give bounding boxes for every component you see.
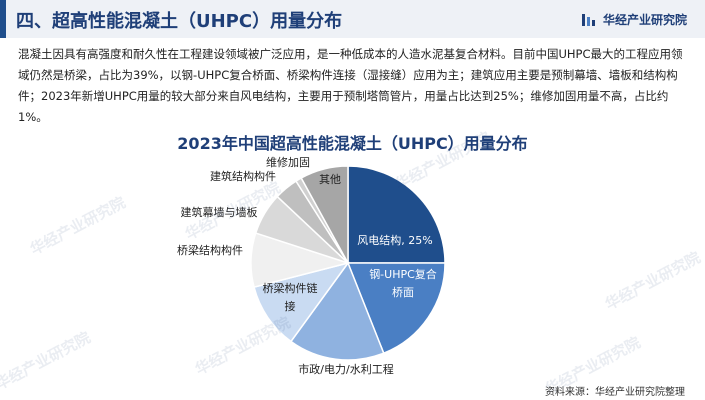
pie-slice <box>253 261 350 343</box>
intro-paragraph: 混凝土因具有高强度和耐久性在工程建设领域被广泛应用，是一种低成本的人造水泥基复合… <box>18 47 683 124</box>
header-accent <box>0 0 6 38</box>
slice-label: 钢-UHPC复合桥面 <box>369 267 437 299</box>
slice-label: 维修加固 <box>266 155 310 169</box>
slice-label: 建筑结构构件 <box>210 169 276 183</box>
chart-title: 2023年中国超高性能混凝土（UHPC）用量分布 <box>177 134 528 153</box>
brand-logo-icon <box>581 13 595 26</box>
pie-slice <box>300 165 349 264</box>
page-title: 四、超高性能混凝土（UHPC）用量分布 <box>16 11 343 32</box>
slice-label: 桥梁构件链接 <box>263 281 318 313</box>
slice-label: 桥梁结构构件 <box>177 243 243 257</box>
slice-label: 风电结构, 25% <box>357 233 432 247</box>
slice-label: 其他 <box>319 173 341 186</box>
pie-slice <box>346 262 446 355</box>
pie-slice <box>347 165 446 264</box>
slice-label: 市政/电力/水利工程 <box>298 362 393 376</box>
slice-label: 建筑幕墙与墙板 <box>181 205 258 219</box>
header-bar: 四、超高性能混凝土（UHPC）用量分布 华经产业研究院 <box>0 0 705 38</box>
source-note: 资料来源：华经产业研究院整理 <box>545 387 685 398</box>
brand-logo: 华经产业研究院 <box>581 11 687 28</box>
pie-slice <box>289 261 385 361</box>
brand-name: 华经产业研究院 <box>602 13 687 27</box>
